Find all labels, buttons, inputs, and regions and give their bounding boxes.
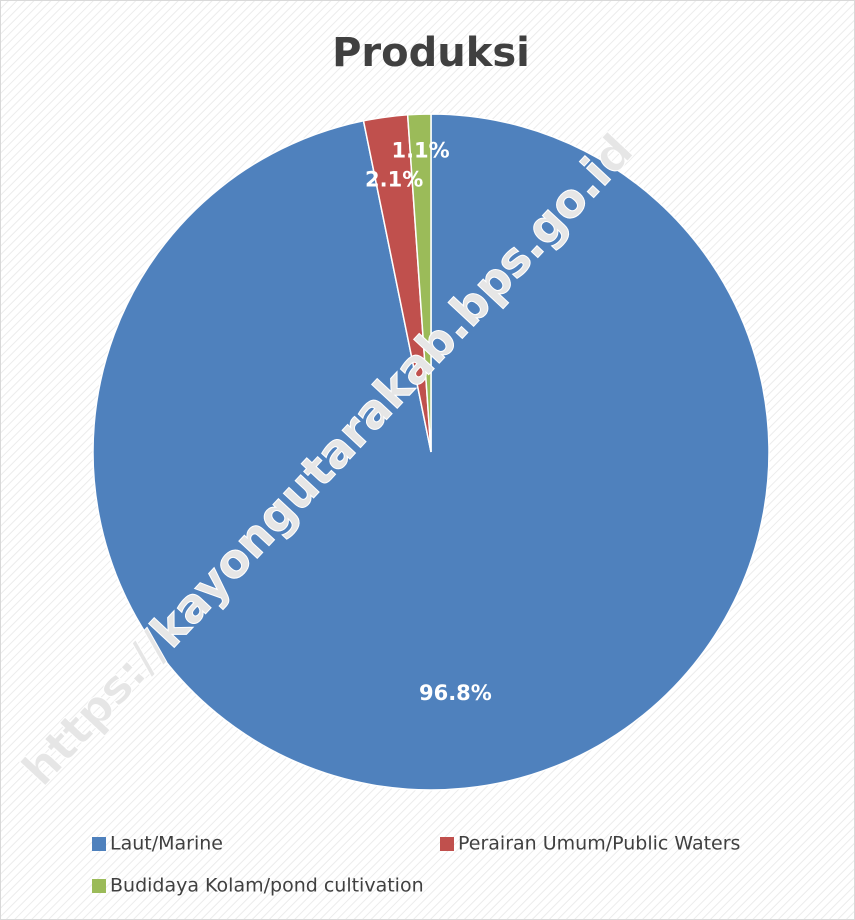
- legend-label: Perairan Umum/Public Waters: [458, 833, 740, 855]
- legend-label: Budidaya Kolam/pond cultivation: [110, 875, 424, 897]
- chart-title: Produksi: [332, 30, 530, 76]
- value-label: 1.1%: [391, 138, 449, 162]
- legend-swatch: [92, 837, 106, 851]
- legend-swatch: [440, 837, 454, 851]
- legend: Laut/Marine Perairan Umum/Public Waters Bu…: [92, 833, 740, 897]
- value-label: 2.1%: [365, 168, 423, 192]
- legend-swatch: [92, 879, 106, 893]
- value-label: 96.8%: [419, 681, 492, 705]
- pie-slice: [406, 113, 432, 453]
- labels: 96.8% 2.1% 1.1%: [365, 138, 492, 705]
- legend-label: Laut/Marine: [110, 833, 223, 855]
- pie: [92, 113, 770, 791]
